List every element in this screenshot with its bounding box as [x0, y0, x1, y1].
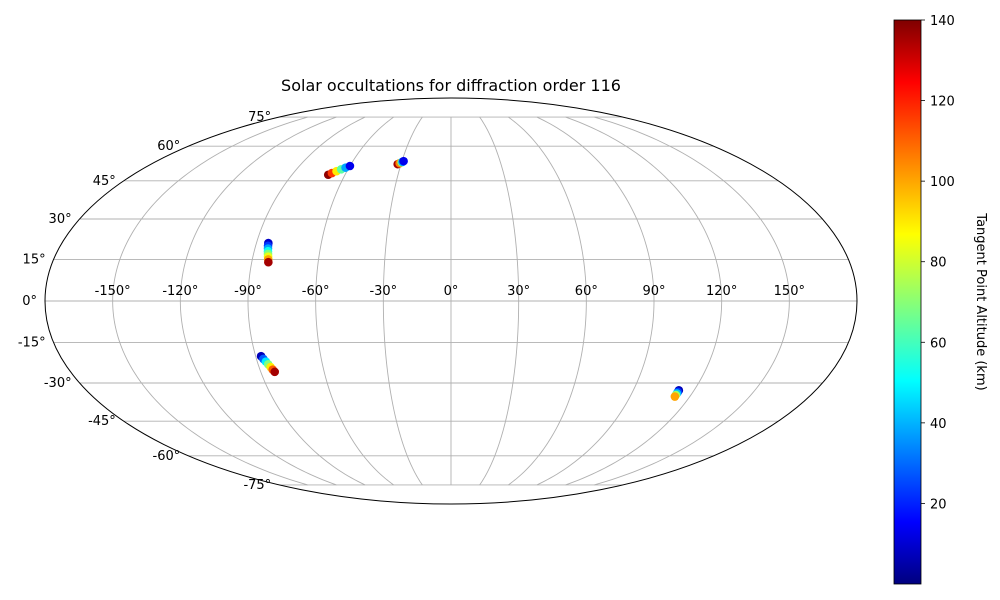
- longitude-tick-label: 150°: [774, 284, 805, 299]
- latitude-tick-label: 15°: [23, 252, 46, 267]
- latitude-tick-label: -60°: [153, 449, 181, 464]
- latitude-tick-label: 45°: [93, 174, 116, 189]
- data-point: [264, 257, 273, 267]
- latitude-tick-label: -30°: [44, 376, 72, 391]
- longitude-tick-label: 60°: [575, 284, 598, 299]
- longitude-tick-label: -150°: [95, 284, 131, 299]
- latitude-tick-label: -75°: [243, 478, 271, 493]
- colorbar-label: Tangent Point Altitude (km): [973, 212, 988, 390]
- graticule-grid: [45, 116, 857, 486]
- longitude-tick-label: -120°: [162, 284, 198, 299]
- latitude-tick-label: -45°: [88, 414, 116, 429]
- colorbar-gradient: [893, 19, 922, 585]
- colorbar-ticks: 20 40 60 80 100 120 140: [921, 14, 955, 512]
- longitude-tick-label: -90°: [234, 284, 262, 299]
- data-point: [270, 367, 280, 377]
- latitude-tick-label: -15°: [18, 336, 46, 351]
- colorbar-tick-label: 20: [930, 497, 947, 512]
- data-point: [345, 161, 355, 171]
- colorbar-tick-label: 60: [930, 336, 947, 351]
- longitude-tick-label: 30°: [507, 284, 530, 299]
- data-point: [670, 392, 680, 401]
- latitude-tick-label: 0°: [22, 294, 37, 309]
- longitude-tick-label: -30°: [369, 284, 397, 299]
- colorbar-tick-label: 100: [930, 175, 955, 190]
- colorbar-tick-label: 80: [930, 256, 947, 271]
- data-point: [399, 156, 408, 166]
- colorbar-tick-label: 120: [930, 95, 955, 110]
- longitude-tick-label: -60°: [302, 284, 330, 299]
- longitude-tick-label: 0°: [444, 284, 459, 299]
- longitude-tick-label: 120°: [706, 284, 737, 299]
- colorbar-tick-label: 40: [930, 417, 947, 432]
- chart-title: Solar occultations for diffraction order…: [281, 76, 621, 95]
- tick-labels: -150° -120° -90° -60° -30° 0° 30° 60° 90° 120° 150…: [18, 110, 805, 493]
- latitude-tick-label: 60°: [157, 139, 180, 154]
- latitude-tick-label: 30°: [49, 212, 72, 227]
- map-boundary: [44, 97, 858, 505]
- colorbar: 20 40 60 80 100 120 140 Tangent Point Altitude…: [893, 14, 988, 585]
- latitude-tick-label: 75°: [248, 110, 271, 125]
- longitude-tick-label: 90°: [642, 284, 665, 299]
- data-points: [256, 156, 684, 401]
- colorbar-tick-label: 140: [930, 14, 955, 29]
